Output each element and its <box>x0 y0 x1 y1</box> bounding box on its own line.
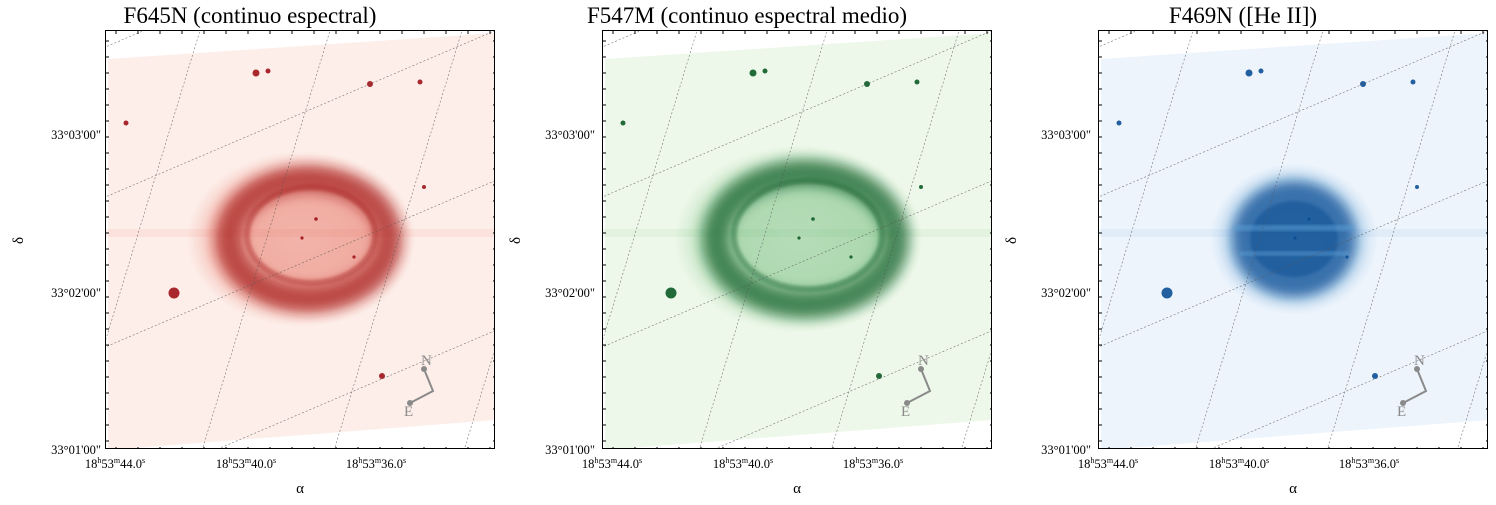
star <box>762 68 768 74</box>
star <box>797 236 801 240</box>
ra-tick-label: 18h53m44.0s <box>582 454 642 471</box>
star <box>749 69 757 77</box>
star <box>849 255 853 259</box>
ra-tick-text: 18h53m36.0s <box>1338 456 1400 472</box>
axis-ticks <box>1099 31 1487 448</box>
y-axis-label: δ <box>11 236 28 245</box>
ra-tick-text: 18h53m36.0s <box>842 456 904 472</box>
compass-arrows <box>904 366 932 406</box>
dec-tick-label: 33°02'00" <box>545 286 595 300</box>
star <box>352 255 356 259</box>
dec-tick-label: 33°02'00" <box>51 286 101 300</box>
star <box>252 69 260 77</box>
star <box>914 79 920 85</box>
x-axis-label: α <box>793 481 801 497</box>
star <box>1293 236 1297 240</box>
ra-tick-label: 18h53m44.0s <box>85 454 145 471</box>
ra-tick-text: 18h53m40.0s <box>215 456 277 472</box>
compass-east-label: E <box>404 404 414 420</box>
dec-tick-label: 33°01'00" <box>51 443 101 457</box>
dec-tick-label: 33°01'00" <box>545 443 595 457</box>
star <box>1410 79 1416 85</box>
star <box>876 373 882 379</box>
ra-tick-label: 18h53m36.0s <box>843 454 903 471</box>
star <box>620 120 626 126</box>
x-axis-label: α <box>296 481 304 497</box>
star <box>1245 69 1253 77</box>
dec-tick-label: 33°03'00" <box>545 128 595 142</box>
dec-tick-label: 33°03'00" <box>1041 128 1091 142</box>
star <box>265 68 271 74</box>
ra-tick-label: 18h53m40.0s <box>216 454 276 471</box>
compass-north-label: N <box>421 353 432 369</box>
star <box>168 287 180 299</box>
star <box>1345 255 1349 259</box>
dec-tick-label: 33°01'00" <box>1041 443 1091 457</box>
star <box>1116 120 1122 126</box>
dec-tick-label: 33°03'00" <box>51 128 101 142</box>
ra-tick-label: 18h53m36.0s <box>346 454 406 471</box>
compass-north-label: N <box>918 353 929 369</box>
y-axis-label: δ <box>1004 236 1021 245</box>
panel-title: F645N (continuo espectral) <box>123 3 377 28</box>
ra-tick-text: 18h53m36.0s <box>345 456 407 472</box>
ra-tick-label: 18h53m40.0s <box>713 454 773 471</box>
star <box>300 236 304 240</box>
panel-title: F547M (continuo espectral medio) <box>586 3 907 28</box>
ra-tick-text: 18h53m44.0s <box>581 456 643 472</box>
compass-arrows <box>407 366 435 406</box>
star <box>314 217 318 221</box>
star <box>665 287 677 299</box>
axis-ticks <box>603 31 991 448</box>
star <box>919 185 923 189</box>
compass-east-label: E <box>1397 404 1407 420</box>
ra-tick-label: 18h53m36.0s <box>1339 454 1399 471</box>
axis-ticks <box>106 31 494 448</box>
ra-tick-label: 18h53m44.0s <box>1078 454 1138 471</box>
ra-tick-text: 18h53m44.0s <box>84 456 146 472</box>
star <box>1372 373 1378 379</box>
nebula-image <box>603 31 991 448</box>
x-axis-label: α <box>1289 481 1297 497</box>
star <box>1307 217 1311 221</box>
compass-north-label: N <box>1414 353 1425 369</box>
star <box>123 120 129 126</box>
ra-tick-label: 18h53m40.0s <box>1209 454 1269 471</box>
ra-tick-text: 18h53m40.0s <box>1208 456 1270 472</box>
panel-title: F469N ([He II]) <box>1168 3 1318 28</box>
star <box>811 217 815 221</box>
star <box>1258 68 1264 74</box>
ra-tick-text: 18h53m40.0s <box>712 456 774 472</box>
compass-east-label: E <box>901 404 911 420</box>
compass-arrows <box>1400 366 1428 406</box>
nebula-image <box>106 31 494 448</box>
star <box>379 373 385 379</box>
star <box>1415 185 1419 189</box>
nebula-image <box>1099 31 1487 448</box>
y-axis-label: δ <box>508 236 525 245</box>
ra-tick-text: 18h53m44.0s <box>1077 456 1139 472</box>
star <box>1161 287 1173 299</box>
dec-tick-label: 33°02'00" <box>1041 286 1091 300</box>
star <box>422 185 426 189</box>
star <box>417 79 423 85</box>
